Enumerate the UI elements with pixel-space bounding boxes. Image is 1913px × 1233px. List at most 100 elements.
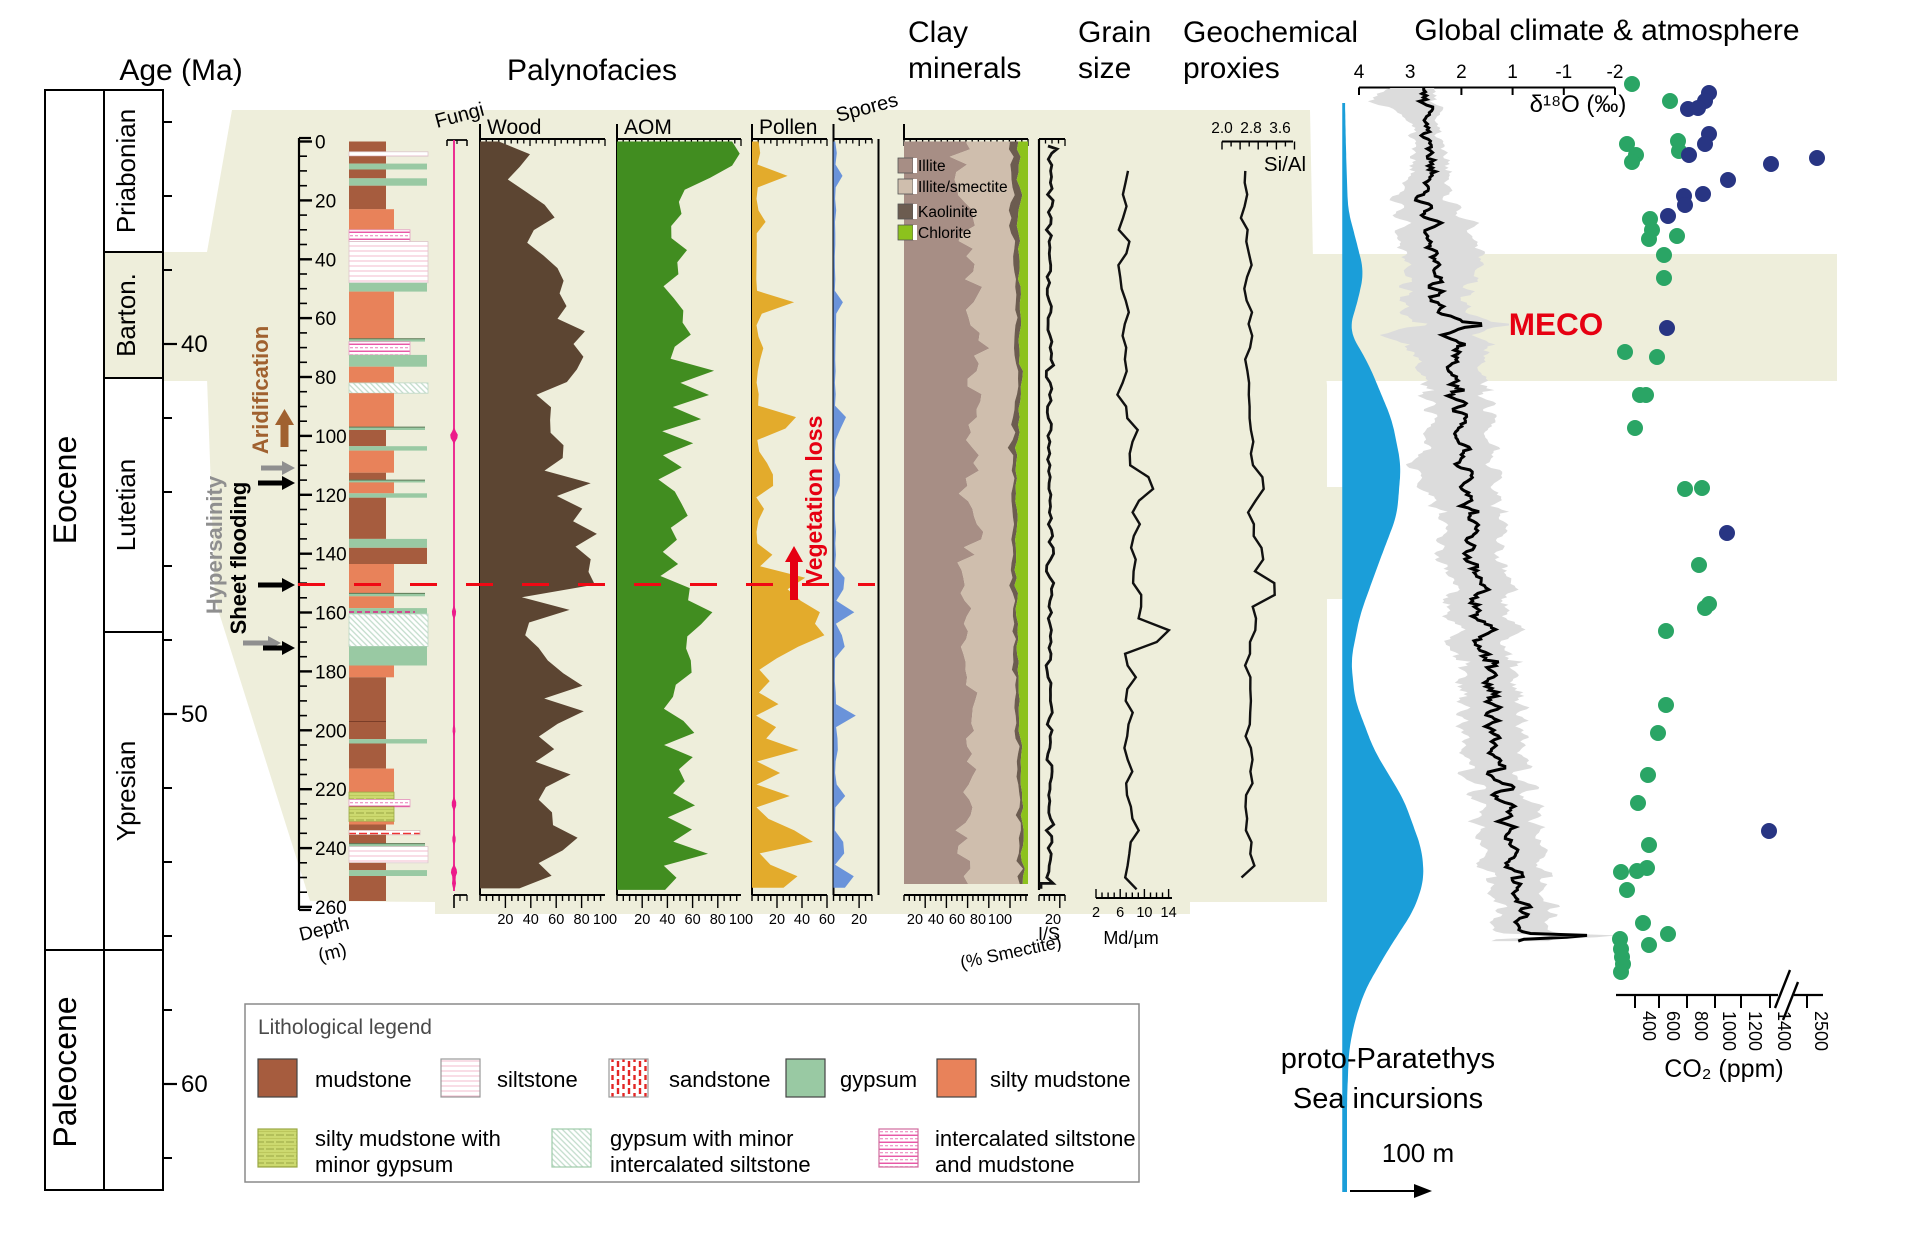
svg-text:Md/µm: Md/µm	[1103, 928, 1158, 948]
svg-text:60: 60	[181, 1071, 208, 1098]
svg-text:100: 100	[315, 427, 347, 448]
svg-text:220: 220	[315, 780, 347, 801]
svg-text:40: 40	[315, 250, 336, 271]
svg-text:intercalated siltstone: intercalated siltstone	[935, 1126, 1136, 1151]
svg-text:Palynofacies: Palynofacies	[507, 54, 677, 87]
svg-text:60: 60	[685, 912, 701, 928]
svg-text:20: 20	[315, 191, 336, 212]
svg-text:silty mudstone: silty mudstone	[990, 1067, 1131, 1092]
svg-text:20: 20	[769, 912, 785, 928]
svg-text:100: 100	[988, 912, 1012, 928]
svg-text:2: 2	[1456, 62, 1467, 83]
svg-text:100 m: 100 m	[1382, 1138, 1454, 1168]
svg-text:Aridification: Aridification	[248, 326, 273, 454]
svg-text:40: 40	[928, 912, 944, 928]
svg-text:gypsum: gypsum	[840, 1067, 917, 1092]
svg-text:Sheet flooding: Sheet flooding	[226, 482, 251, 635]
svg-text:AOM: AOM	[624, 116, 672, 139]
svg-text:40: 40	[794, 912, 810, 928]
svg-text:proto-Paratethys: proto-Paratethys	[1281, 1043, 1495, 1075]
svg-text:Paleocene: Paleocene	[47, 996, 83, 1147]
svg-text:4: 4	[1354, 62, 1365, 83]
svg-text:Hypersalinity: Hypersalinity	[202, 475, 227, 614]
svg-text:siltstone: siltstone	[497, 1067, 578, 1092]
svg-text:1: 1	[1507, 62, 1518, 83]
svg-text:minerals: minerals	[908, 52, 1021, 85]
svg-text:(% Smectite): (% Smectite)	[958, 932, 1063, 973]
svg-text:gypsum with minor: gypsum with minor	[610, 1126, 793, 1151]
svg-text:Geochemical: Geochemical	[1183, 16, 1358, 49]
svg-text:MECO: MECO	[1509, 306, 1604, 342]
svg-text:40: 40	[523, 912, 539, 928]
svg-text:1400: 1400	[1774, 1011, 1794, 1051]
svg-text:Lutetian: Lutetian	[111, 459, 141, 552]
svg-text:20: 20	[497, 912, 513, 928]
svg-text:14: 14	[1161, 905, 1177, 921]
svg-text:Illite/smectite: Illite/smectite	[918, 179, 1008, 196]
svg-text:Kaolinite: Kaolinite	[918, 204, 977, 221]
svg-text:2500: 2500	[1811, 1011, 1831, 1051]
svg-text:3: 3	[1405, 62, 1416, 83]
svg-text:Ypresian: Ypresian	[111, 741, 141, 842]
svg-text:size: size	[1078, 52, 1131, 85]
svg-text:20: 20	[634, 912, 650, 928]
svg-text:silty mudstone with: silty mudstone with	[315, 1126, 501, 1151]
svg-text:60: 60	[819, 912, 835, 928]
svg-text:50: 50	[181, 701, 208, 728]
svg-text:0: 0	[315, 133, 326, 154]
svg-text:I/S: I/S	[1038, 924, 1060, 944]
svg-text:and mudstone: and mudstone	[935, 1152, 1074, 1177]
svg-text:20: 20	[851, 912, 867, 928]
svg-text:3.6: 3.6	[1269, 120, 1291, 137]
svg-text:800: 800	[1691, 1011, 1711, 1041]
svg-text:Priabonian: Priabonian	[111, 109, 141, 233]
svg-text:100: 100	[593, 912, 617, 928]
svg-text:80: 80	[315, 368, 336, 389]
svg-text:40: 40	[181, 331, 208, 358]
svg-text:CO₂ (ppm): CO₂ (ppm)	[1664, 1055, 1783, 1083]
svg-text:Pollen: Pollen	[759, 116, 817, 139]
svg-text:Barton.: Barton.	[111, 273, 141, 357]
svg-text:Lithological legend: Lithological legend	[258, 1016, 432, 1039]
svg-text:20: 20	[907, 912, 923, 928]
svg-text:180: 180	[315, 662, 347, 683]
svg-text:80: 80	[574, 912, 590, 928]
svg-text:Chlorite: Chlorite	[918, 225, 971, 242]
svg-text:100: 100	[729, 912, 753, 928]
svg-text:intercalated siltstone: intercalated siltstone	[610, 1152, 811, 1177]
svg-text:Global climate & atmosphere: Global climate & atmosphere	[1414, 14, 1799, 47]
svg-text:6: 6	[1116, 905, 1124, 921]
svg-text:80: 80	[970, 912, 986, 928]
svg-text:Eocene: Eocene	[47, 436, 83, 545]
svg-text:120: 120	[315, 486, 347, 507]
svg-text:600: 600	[1663, 1011, 1683, 1041]
svg-text:60: 60	[949, 912, 965, 928]
svg-text:sandstone: sandstone	[669, 1067, 771, 1092]
svg-text:40: 40	[659, 912, 675, 928]
svg-text:400: 400	[1639, 1011, 1659, 1041]
svg-text:10: 10	[1136, 905, 1152, 921]
svg-text:(m): (m)	[316, 940, 349, 967]
svg-text:1000: 1000	[1719, 1011, 1739, 1051]
svg-text:80: 80	[710, 912, 726, 928]
svg-text:160: 160	[315, 604, 347, 625]
svg-text:140: 140	[315, 545, 347, 566]
svg-text:-2: -2	[1607, 62, 1624, 83]
svg-text:Wood: Wood	[487, 116, 541, 139]
svg-text:60: 60	[315, 309, 336, 330]
svg-text:Illite: Illite	[918, 158, 946, 175]
svg-text:Vegetation loss: Vegetation loss	[801, 416, 827, 585]
svg-text:1200: 1200	[1745, 1011, 1765, 1051]
svg-text:20: 20	[1045, 912, 1061, 928]
svg-text:-1: -1	[1555, 62, 1572, 83]
svg-text:Si/Al: Si/Al	[1264, 153, 1306, 176]
svg-text:Sea incursions: Sea incursions	[1293, 1083, 1483, 1115]
svg-text:60: 60	[548, 912, 564, 928]
svg-text:mudstone: mudstone	[315, 1067, 412, 1092]
svg-text:δ¹⁸O (‰): δ¹⁸O (‰)	[1530, 91, 1627, 118]
svg-text:200: 200	[315, 721, 347, 742]
svg-text:Grain: Grain	[1078, 16, 1151, 49]
svg-text:2.8: 2.8	[1240, 120, 1262, 137]
svg-text:2: 2	[1092, 905, 1100, 921]
svg-text:Clay: Clay	[908, 16, 968, 49]
